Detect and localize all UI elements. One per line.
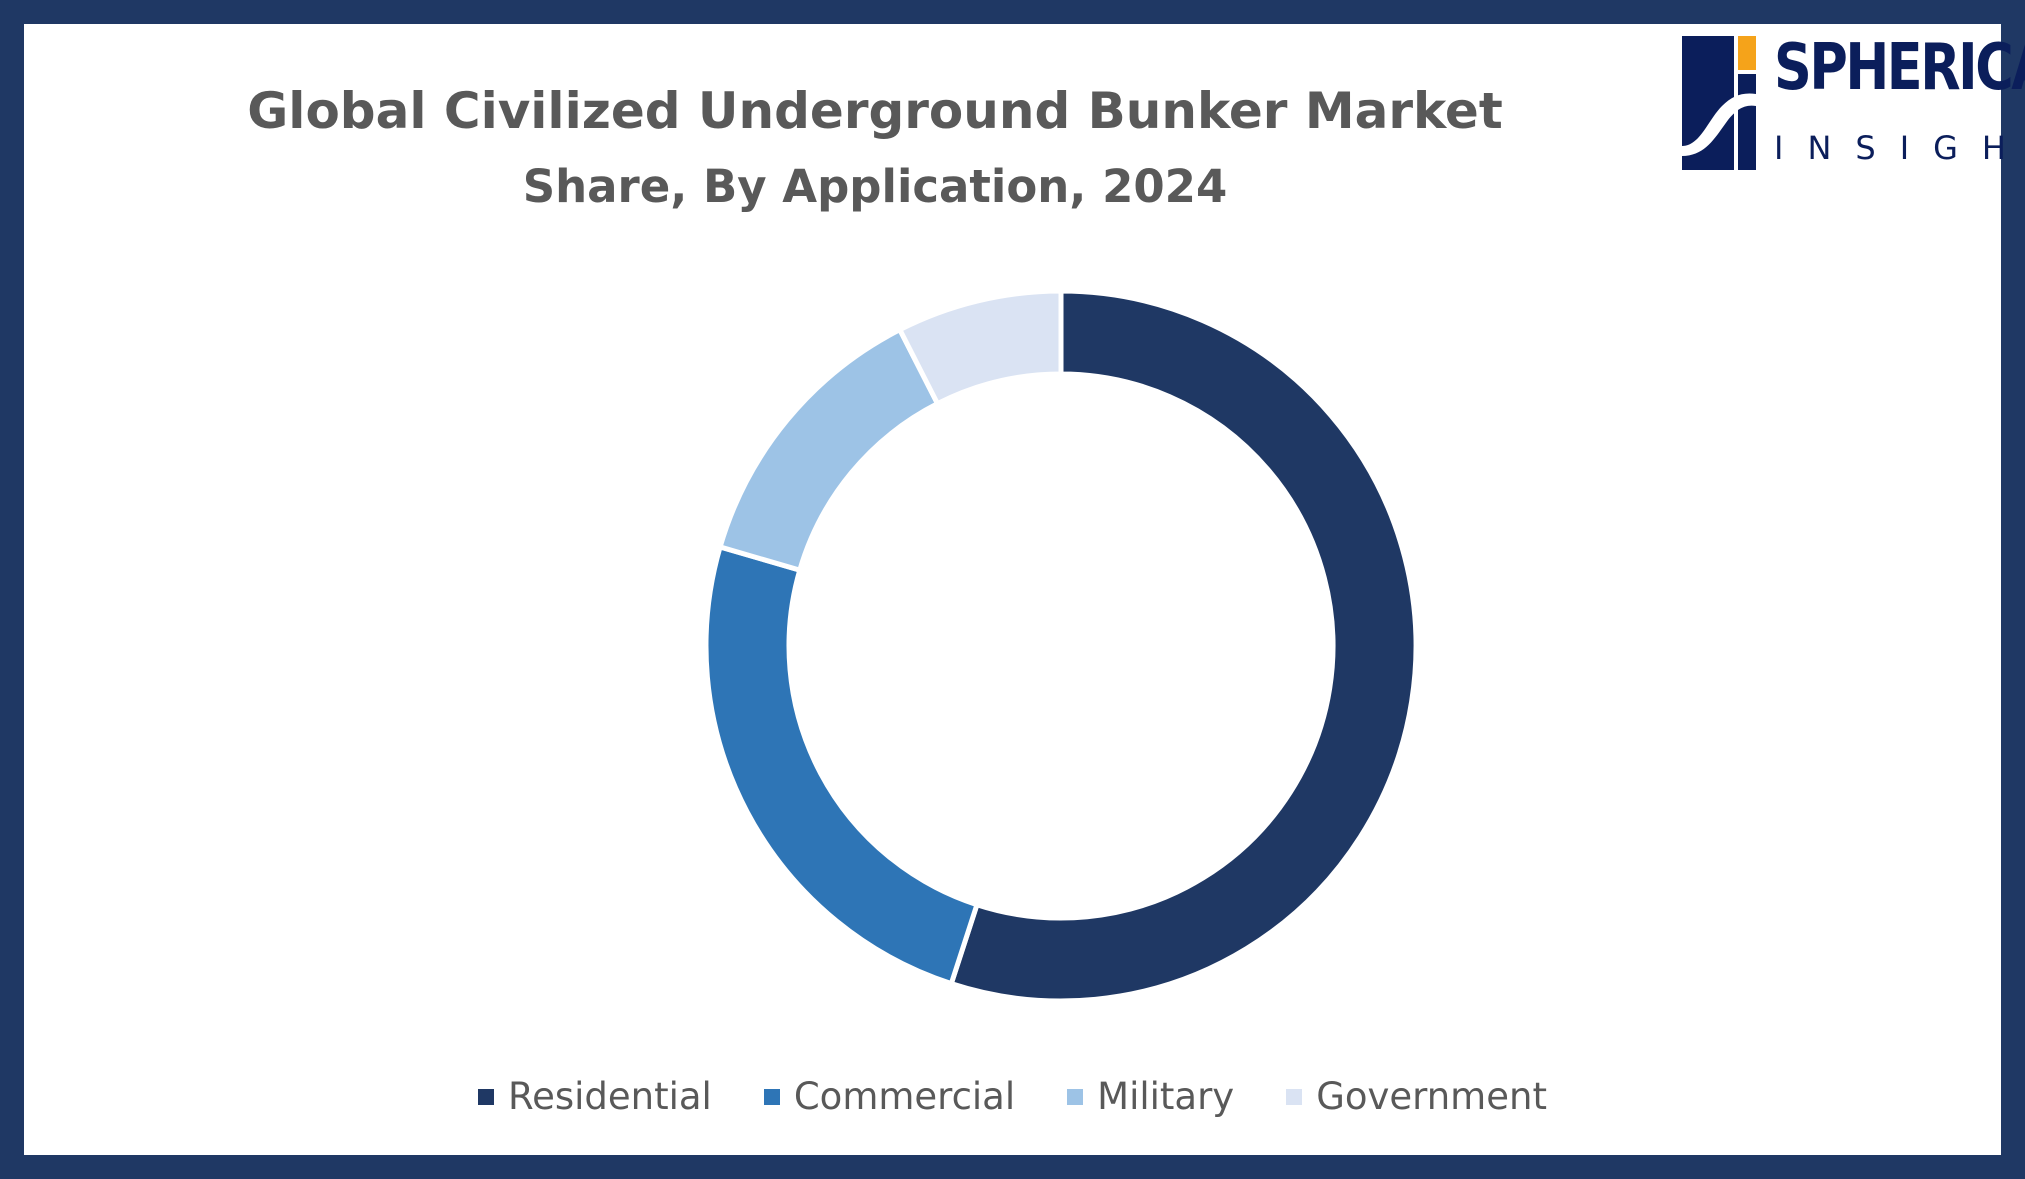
donut-slice-government — [896, 288, 1064, 408]
legend-label-residential: Residential — [508, 1075, 712, 1118]
legend-label-military: Military — [1097, 1075, 1235, 1118]
legend-swatch-residential — [478, 1088, 495, 1105]
chart-title: Global Civilized Underground Bunker Mark… — [247, 82, 1503, 140]
legend-label-commercial: Commercial — [793, 1075, 1016, 1118]
logo-word-spherical: SPHERICAL — [1774, 31, 2025, 105]
spherical-insights-logo: SPHERICAL INSIGHTS — [1682, 36, 2025, 170]
legend-swatch-government — [1286, 1088, 1303, 1105]
donut-slice-residential — [948, 288, 1419, 1004]
chart-subtitle: Share, By Application, 2024 — [522, 160, 1228, 213]
chart-legend: Residential Commercial Military Governme… — [0, 1075, 2025, 1118]
legend-swatch-commercial — [763, 1088, 780, 1105]
legend-item-residential: Residential — [478, 1075, 712, 1118]
legend-label-government: Government — [1316, 1075, 1547, 1118]
legend-item-commercial: Commercial — [763, 1075, 1016, 1118]
legend-swatch-military — [1067, 1088, 1084, 1105]
logo-word-insights: INSIGHTS — [1774, 129, 2025, 167]
donut-slice-military — [716, 326, 941, 574]
legend-item-military: Military — [1067, 1075, 1234, 1118]
logo-mark-icon — [1682, 36, 1756, 170]
legend-item-government: Government — [1286, 1075, 1547, 1118]
donut-slice-commercial — [703, 543, 981, 987]
